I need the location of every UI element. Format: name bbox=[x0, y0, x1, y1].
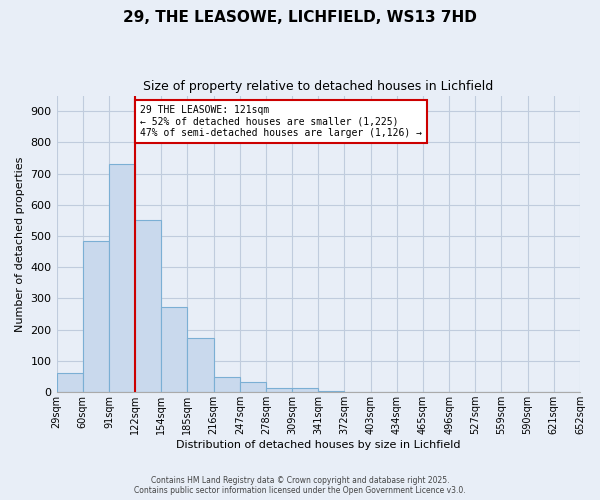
Bar bbox=[318, 391, 344, 392]
Y-axis label: Number of detached properties: Number of detached properties bbox=[15, 156, 25, 332]
Bar bbox=[161, 307, 187, 392]
Text: 29, THE LEASOWE, LICHFIELD, WS13 7HD: 29, THE LEASOWE, LICHFIELD, WS13 7HD bbox=[123, 10, 477, 25]
X-axis label: Distribution of detached houses by size in Lichfield: Distribution of detached houses by size … bbox=[176, 440, 461, 450]
Bar bbox=[83, 240, 109, 392]
Title: Size of property relative to detached houses in Lichfield: Size of property relative to detached ho… bbox=[143, 80, 493, 93]
Bar bbox=[56, 374, 83, 392]
Bar bbox=[292, 388, 318, 392]
Text: Contains HM Land Registry data © Crown copyright and database right 2025.
Contai: Contains HM Land Registry data © Crown c… bbox=[134, 476, 466, 495]
Text: 29 THE LEASOWE: 121sqm
← 52% of detached houses are smaller (1,225)
47% of semi-: 29 THE LEASOWE: 121sqm ← 52% of detached… bbox=[140, 105, 422, 138]
Bar bbox=[240, 382, 266, 392]
Bar bbox=[214, 377, 240, 392]
Bar bbox=[266, 388, 292, 392]
Bar bbox=[109, 164, 135, 392]
Bar bbox=[135, 220, 161, 392]
Bar bbox=[187, 338, 214, 392]
